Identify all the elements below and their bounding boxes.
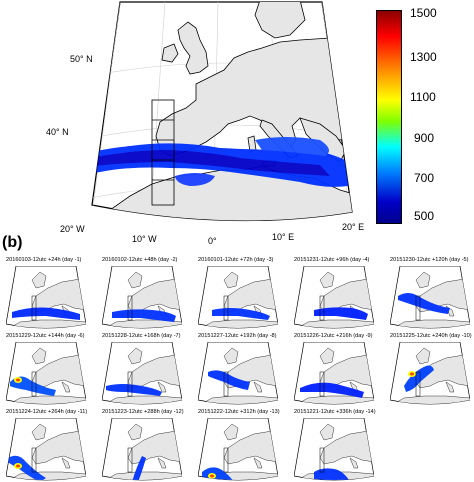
colorbar-tick-1500: 1500 [410, 6, 437, 20]
colorbar-tick-500: 500 [414, 209, 435, 223]
colorbar-tick-1300: 1300 [410, 50, 437, 64]
forecast-title: 20151231-12utc +96h (day -4) [294, 257, 370, 263]
forecast-title: 20151227-12utc +192h (day -8) [198, 333, 277, 339]
lat-label-50: 50° N [70, 54, 93, 64]
forecast-mini-map [198, 266, 278, 329]
forecast-mini-map [198, 342, 278, 405]
panel-b-label: (b) [2, 234, 23, 251]
forecast-mini-map [294, 266, 374, 329]
forecast-mini-map [102, 342, 182, 405]
forecast-title: 20160103-12utc +24h (day -1) [6, 257, 82, 263]
main-map [91, 1, 353, 222]
forecast-mini-map [102, 266, 182, 329]
forecast-mini-map [294, 418, 374, 481]
region-box [151, 99, 175, 206]
lat-label-40: 40° N [46, 127, 69, 137]
forecast-mini-map [390, 342, 470, 405]
colorbar-tick-1100: 1100 [410, 90, 436, 104]
forecast-mini-map [294, 342, 374, 405]
lon-label-10w: 10° W [132, 234, 157, 244]
forecast-title: 20151225-12utc +240h (day -10) [390, 333, 472, 339]
lon-label-0: 0° [208, 236, 217, 246]
forecast-title: 20160102-12utc +48h (day -2) [102, 257, 178, 263]
forecast-title: 20160101-12utc +72h (day -3) [198, 257, 274, 263]
colorbar-tick-700: 700 [414, 171, 435, 185]
forecast-title: 20151224-12utc +264h (day -11) [6, 409, 88, 415]
forecast-mini-map [198, 418, 278, 481]
forecast-mini-map [6, 342, 86, 405]
forecast-mini-map [6, 266, 86, 329]
forecast-title: 20151221-12utc +336h (day -14) [294, 409, 376, 415]
lon-label-20e: 20° E [342, 222, 365, 232]
land [92, 2, 352, 221]
forecast-title: 20151222-12utc +312h (day -13) [198, 409, 280, 415]
forecast-mini-map [6, 418, 86, 481]
colorbar [376, 10, 402, 224]
forecast-title: 20151223-12utc +288h (day -12) [102, 409, 184, 415]
forecast-mini-map [390, 266, 470, 329]
forecast-mini-map [102, 418, 182, 481]
trajectory-density [92, 137, 352, 187]
forecast-title: 20151226-12utc +216h (day -9) [294, 333, 373, 339]
colorbar-tick-900: 900 [414, 131, 435, 145]
forecast-title: 20151229-12utc +144h (day -6) [6, 333, 85, 339]
forecast-title: 20151228-12utc +168h (day -7) [102, 333, 181, 339]
lon-label-10e: 10° E [272, 232, 295, 242]
lon-label-20w: 20° W [60, 224, 85, 234]
forecast-title: 20151230-12utc +120h (day -5) [390, 257, 469, 263]
